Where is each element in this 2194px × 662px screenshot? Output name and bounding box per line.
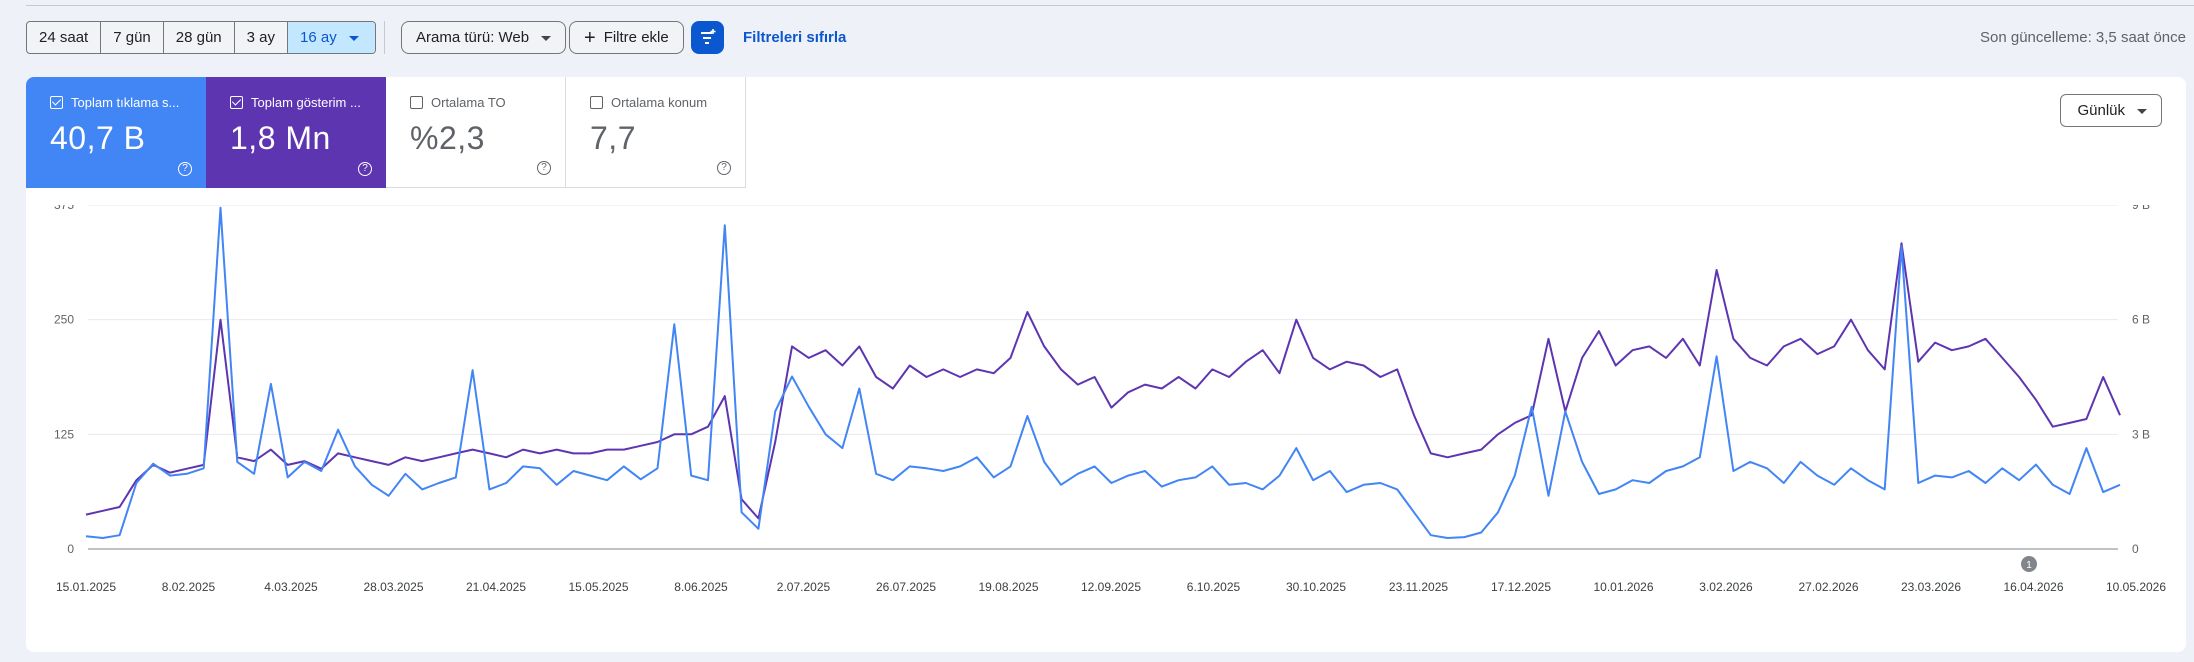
toolbar-divider: [384, 21, 385, 54]
checkbox-unchecked-icon: [590, 96, 603, 109]
x-axis-tick-label: 12.09.2025: [1081, 580, 1141, 594]
plus-icon: +: [584, 27, 596, 49]
x-axis-tick-label: 10.01.2026: [1593, 580, 1653, 594]
top-divider: [26, 5, 2194, 6]
x-axis-tick-label: 19.08.2025: [978, 580, 1038, 594]
granularity-dropdown[interactable]: Günlük: [2060, 94, 2162, 127]
add-filter-button[interactable]: + Filtre ekle: [569, 21, 684, 54]
range-tab-16m[interactable]: 16 ay: [288, 22, 375, 53]
x-axis-tick-label: 10.05.2026: [2106, 580, 2166, 594]
last-updated-text: Son güncelleme: 3,5 saat önce: [1980, 29, 2186, 46]
range-tab-7d[interactable]: 7 gün: [101, 22, 164, 53]
right-axis-tick-label: 0: [2132, 542, 2139, 556]
help-icon[interactable]: ?: [178, 162, 192, 176]
range-tab-24h[interactable]: 24 saat: [27, 22, 102, 53]
x-axis-tick-label: 30.10.2025: [1286, 580, 1346, 594]
date-range-selector: 24 saat 7 gün 28 gün 3 ay 16 ay: [26, 21, 376, 54]
right-axis-tick-label: 9 B: [2132, 205, 2150, 212]
checkbox-unchecked-icon: [410, 96, 423, 109]
caret-down-icon: [541, 35, 552, 41]
x-axis-tick-label: 15.05.2025: [568, 580, 628, 594]
metric-value: 1,8 Mn: [230, 120, 331, 156]
performance-card: Toplam tıklama s... 40,7 B ? Toplam göst…: [26, 77, 2186, 652]
x-axis-tick-label: 28.03.2025: [363, 580, 423, 594]
checkbox-checked-icon: [50, 96, 63, 109]
series-line-clicks: [85, 206, 2121, 539]
metric-label: Ortalama konum: [611, 95, 708, 110]
right-axis-tick-label: 3 B: [2132, 427, 2150, 441]
left-axis-tick-label: 0: [67, 542, 74, 556]
left-axis-tick-label: 250: [54, 313, 74, 327]
range-tab-3m[interactable]: 3 ay: [235, 22, 289, 53]
x-axis-tick-label: 23.03.2026: [1901, 580, 1961, 594]
filter-list-icon: [701, 29, 716, 44]
filter-settings-button[interactable]: [691, 21, 724, 54]
right-axis-tick-label: 6 B: [2132, 313, 2150, 327]
metric-card-clicks[interactable]: Toplam tıklama s... 40,7 B ?: [26, 77, 206, 188]
metric-value: %2,3: [410, 120, 485, 156]
x-axis-tick-label: 15.01.2025: [56, 580, 116, 594]
x-axis-tick-label: 27.02.2026: [1798, 580, 1858, 594]
x-axis-tick-label: 26.07.2025: [876, 580, 936, 594]
x-axis-tick-label: 8.06.2025: [674, 580, 728, 594]
left-axis-tick-label: 125: [54, 427, 74, 441]
metric-card-impressions[interactable]: Toplam gösterim ... 1,8 Mn ?: [206, 77, 386, 188]
x-axis-tick-label: 23.11.2025: [1389, 580, 1448, 594]
search-type-label: Arama türü: Web: [416, 29, 530, 46]
x-axis-tick-label: 16.04.2026: [2003, 580, 2063, 594]
x-axis-tick-label: 6.10.2025: [1187, 580, 1241, 594]
x-axis-tick-label: 3.02.2026: [1699, 580, 1753, 594]
toolbar: 24 saat 7 gün 28 gün 3 ay 16 ay Arama tü…: [26, 21, 2194, 54]
left-axis-tick-label: 375: [54, 205, 74, 212]
x-axis-tick-label: 4.03.2025: [264, 580, 318, 594]
add-filter-label: Filtre ekle: [603, 29, 669, 46]
range-tab-28d[interactable]: 28 gün: [164, 22, 235, 53]
caret-down-icon: [348, 35, 359, 41]
range-tab-16m-label: 16 ay: [300, 29, 337, 46]
metric-label: Toplam gösterim ...: [251, 95, 361, 110]
x-axis-tick-label: 17.12.2025: [1491, 580, 1551, 594]
caret-down-icon: [2137, 108, 2147, 114]
search-type-dropdown[interactable]: Arama türü: Web: [401, 21, 567, 54]
reset-filters-link[interactable]: Filtreleri sıfırla: [743, 29, 847, 46]
metric-label: Toplam tıklama s...: [71, 95, 180, 110]
metric-value: 40,7 B: [50, 120, 146, 156]
metric-label: Ortalama TO: [431, 95, 506, 110]
metric-value: 7,7: [590, 120, 636, 156]
x-axis-tick-label: 8.02.2025: [162, 580, 216, 594]
x-axis-tick-label: 21.04.2025: [466, 580, 526, 594]
annotation-marker-label: 1: [2026, 560, 2032, 571]
help-icon[interactable]: ?: [358, 162, 372, 176]
metric-card-ctr[interactable]: Ortalama TO %2,3 ?: [386, 77, 566, 188]
metric-card-position[interactable]: Ortalama konum 7,7 ?: [566, 77, 746, 188]
x-axis-tick-label: 2.07.2025: [777, 580, 831, 594]
annotation-marker-icon[interactable]: [2021, 556, 2037, 572]
checkbox-checked-icon: [230, 96, 243, 109]
help-icon[interactable]: ?: [717, 161, 731, 175]
series-line-impressions: [85, 242, 2121, 520]
granularity-label: Günlük: [2077, 102, 2125, 119]
help-icon[interactable]: ?: [537, 161, 551, 175]
